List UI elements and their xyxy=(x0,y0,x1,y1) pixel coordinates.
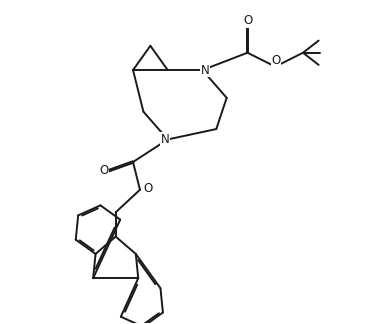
Text: O: O xyxy=(243,14,252,27)
Text: N: N xyxy=(161,133,170,146)
Text: O: O xyxy=(271,54,281,67)
Text: O: O xyxy=(143,181,152,194)
Text: O: O xyxy=(99,164,108,177)
Text: N: N xyxy=(200,64,209,76)
